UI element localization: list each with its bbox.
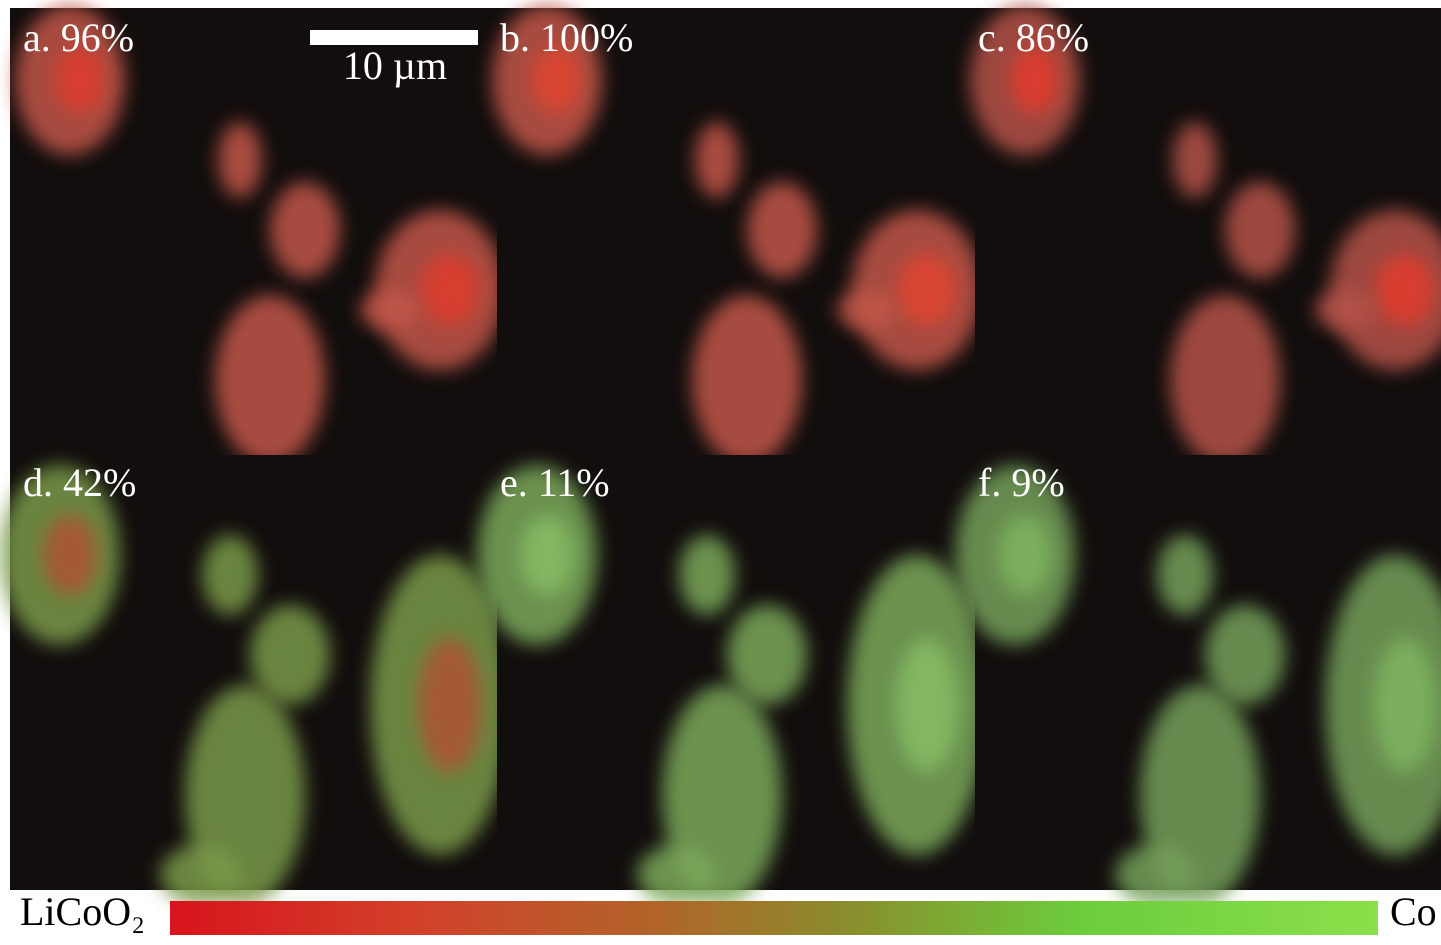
particle: [202, 535, 258, 615]
micrograph-panel: b. 100%: [492, 5, 982, 465]
colorbar-gradient: [170, 901, 1378, 935]
panel-label: b. 100%: [500, 15, 633, 60]
particle: [1173, 122, 1217, 198]
particle-core: [419, 638, 482, 773]
particle: [1157, 535, 1213, 615]
particle: [637, 845, 717, 905]
particle: [747, 182, 817, 278]
scale-bar-label: 10 µm: [343, 43, 447, 88]
figure: a. 96% b. 100% c. 86% d. 42% e. 11% f. 9% 10 …: [0, 0, 1441, 945]
particle: [692, 295, 802, 465]
particle-core: [898, 254, 957, 326]
particle: [218, 122, 262, 198]
micrograph-panel: e. 11%: [477, 455, 987, 905]
particle: [215, 295, 325, 465]
particle: [1225, 182, 1295, 278]
panel-label: e. 11%: [500, 460, 610, 505]
panel-label: c. 86%: [978, 15, 1089, 60]
micrograph-panel: f. 9%: [955, 455, 1441, 905]
particle-core: [1376, 254, 1435, 326]
particle: [1315, 290, 1375, 330]
panels: a. 96% b. 100% c. 86% d. 42% e. 11% f. 9%: [0, 5, 1441, 905]
micrograph-panel: c. 86%: [970, 5, 1441, 465]
particle: [270, 182, 340, 278]
micrograph-panel: d. 42%: [0, 455, 510, 905]
particle: [160, 845, 240, 905]
panel-label: d. 42%: [23, 460, 136, 505]
particle-core: [520, 515, 574, 596]
particle: [1170, 295, 1280, 465]
particle-core: [998, 515, 1052, 596]
particle-core: [1374, 638, 1437, 773]
colorbar-left-label: LiCoO₂: [20, 889, 145, 934]
particle-core: [43, 515, 97, 596]
particle-core: [421, 254, 480, 326]
colorbar-right-label: Co: [1390, 889, 1437, 934]
particle: [360, 290, 420, 330]
particle: [695, 122, 739, 198]
particle-core: [896, 638, 959, 773]
particle: [837, 290, 897, 330]
particle: [1115, 845, 1195, 905]
panel-label: a. 96%: [23, 15, 134, 60]
particle: [679, 535, 735, 615]
panel-label: f. 9%: [978, 460, 1065, 505]
